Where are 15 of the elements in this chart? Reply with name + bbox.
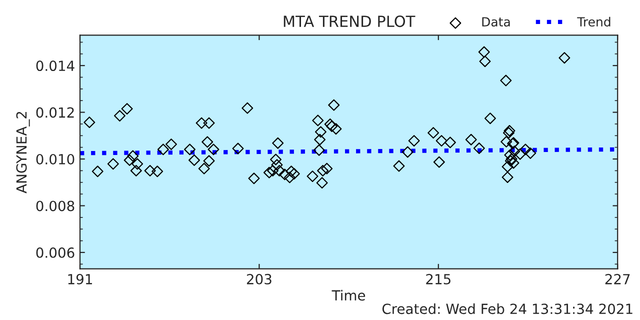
legend-label: Data xyxy=(482,17,510,27)
x-tick-label: 215 xyxy=(426,274,450,284)
x-tick-label: 191 xyxy=(68,274,92,284)
x-tick-label: 227 xyxy=(605,274,630,284)
y-tick-label: 0.012 xyxy=(36,107,74,118)
chart-title: MTA TREND PLOT xyxy=(284,16,416,28)
y-tick-label: 0.010 xyxy=(36,154,74,164)
legend-label: Trend xyxy=(577,16,610,27)
y-tick-label: 0.006 xyxy=(36,247,74,258)
x-axis-title: Time xyxy=(332,290,366,301)
text: Created: Wed Feb 24 13:31:34 2021 xyxy=(382,303,632,314)
y-axis-title: ANGYNEA_2 xyxy=(16,112,30,194)
y-tick-label: 0.008 xyxy=(36,200,74,212)
x-tick-label: 203 xyxy=(246,274,272,284)
y-tick-label: 0.014 xyxy=(36,60,74,72)
